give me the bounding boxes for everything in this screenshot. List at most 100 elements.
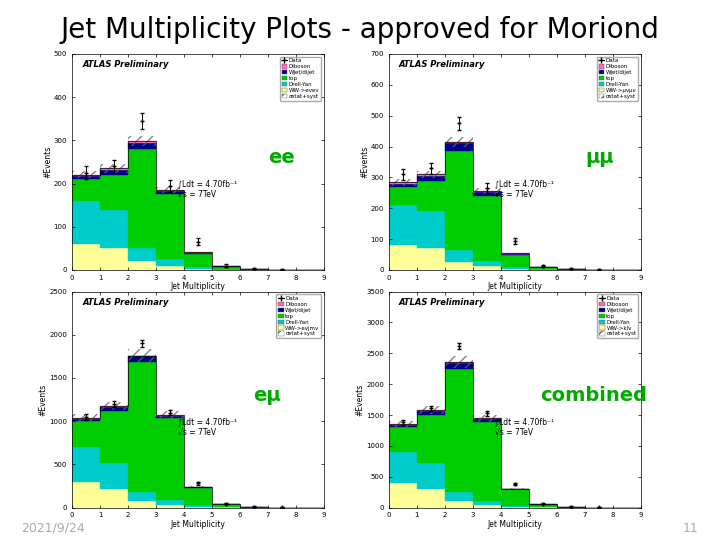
Bar <box>156 411 184 419</box>
Bar <box>128 501 156 508</box>
Bar <box>389 425 417 427</box>
Bar <box>417 248 445 270</box>
Bar <box>100 168 128 170</box>
Bar <box>417 406 445 414</box>
Bar <box>389 452 417 483</box>
Bar <box>72 179 100 201</box>
Bar <box>100 406 128 407</box>
Bar <box>72 447 100 482</box>
Bar <box>445 142 473 144</box>
Bar <box>389 205 417 245</box>
Bar <box>184 267 212 269</box>
Text: 11: 11 <box>683 522 698 535</box>
Bar <box>128 261 156 270</box>
Bar <box>445 144 473 151</box>
Bar <box>156 416 184 418</box>
Bar <box>184 254 212 267</box>
Bar <box>417 410 445 411</box>
Bar <box>100 411 128 463</box>
Bar <box>389 483 417 508</box>
Bar <box>100 210 128 248</box>
X-axis label: Jet Multiplicity: Jet Multiplicity <box>171 520 225 529</box>
Text: μμ: μμ <box>585 148 614 167</box>
Bar <box>100 407 128 411</box>
Bar <box>445 356 473 368</box>
Bar <box>184 253 212 254</box>
Bar <box>557 507 585 508</box>
Text: ATLAS Preliminary: ATLAS Preliminary <box>82 60 168 70</box>
Text: 2021/9/24: 2021/9/24 <box>22 522 86 535</box>
Y-axis label: #Events: #Events <box>356 383 364 416</box>
Text: eμ: eμ <box>253 386 281 405</box>
Bar <box>473 188 501 194</box>
Bar <box>184 505 212 507</box>
Bar <box>212 504 240 507</box>
Bar <box>156 500 184 504</box>
Bar <box>128 349 156 362</box>
Bar <box>128 248 156 261</box>
Bar <box>128 362 156 492</box>
Bar <box>557 269 585 270</box>
Bar <box>72 482 100 508</box>
Bar <box>473 192 501 196</box>
Bar <box>100 463 128 489</box>
Bar <box>389 184 417 187</box>
Bar <box>72 414 100 421</box>
Bar <box>156 504 184 508</box>
Text: Jet Multiplicity Plots - approved for Moriond: Jet Multiplicity Plots - approved for Mo… <box>60 16 660 44</box>
Bar <box>389 187 417 205</box>
Bar <box>389 427 417 452</box>
Bar <box>389 245 417 270</box>
Bar <box>501 254 528 255</box>
Bar <box>473 501 501 504</box>
Bar <box>417 171 445 178</box>
Bar <box>128 143 156 149</box>
Bar <box>128 356 156 362</box>
Text: ATLAS Preliminary: ATLAS Preliminary <box>399 60 485 70</box>
Bar <box>72 421 100 447</box>
Bar <box>240 269 268 270</box>
Bar <box>156 194 184 259</box>
Bar <box>389 182 417 184</box>
Legend: Data, Diboson, Wjet/dijet, top, Drell-Yan, WW->evev, σstat+syst: Data, Diboson, Wjet/dijet, top, Drell-Ya… <box>280 57 321 100</box>
Bar <box>417 211 445 248</box>
Bar <box>212 267 240 269</box>
Bar <box>156 259 184 266</box>
Bar <box>473 422 501 501</box>
Legend: Data, Diboson, Wjet/dijet, top, Drell-Yan, WW->μνμν, σstat+syst: Data, Diboson, Wjet/dijet, top, Drell-Ya… <box>597 57 638 100</box>
Bar <box>501 269 528 270</box>
Bar <box>100 175 128 210</box>
Bar <box>72 174 100 176</box>
Legend: Data, Diboson, Wjet/dijet, top, Drell-Yan, WW->klv, σstat+syst: Data, Diboson, Wjet/dijet, top, Drell-Ya… <box>598 294 638 338</box>
Bar <box>184 269 212 270</box>
Bar <box>389 424 417 425</box>
Text: combined: combined <box>540 386 647 405</box>
Bar <box>100 248 128 270</box>
Bar <box>184 487 212 488</box>
Bar <box>72 176 100 179</box>
Bar <box>184 252 212 253</box>
Bar <box>473 196 501 261</box>
Bar <box>501 267 528 269</box>
Bar <box>445 369 473 492</box>
Bar <box>156 191 184 194</box>
Bar <box>156 187 184 193</box>
Bar <box>445 151 473 250</box>
Bar <box>100 170 128 175</box>
Bar <box>156 418 184 500</box>
Bar <box>528 267 557 269</box>
Y-axis label: #Events: #Events <box>43 146 53 178</box>
Bar <box>184 488 212 505</box>
Bar <box>156 190 184 191</box>
Y-axis label: #Events: #Events <box>360 146 369 178</box>
Bar <box>501 507 528 508</box>
Bar <box>501 488 528 489</box>
Bar <box>389 421 417 427</box>
Bar <box>417 489 445 508</box>
Bar <box>501 255 528 267</box>
Bar <box>445 363 473 369</box>
Bar <box>417 411 445 415</box>
Text: ee: ee <box>269 148 295 167</box>
Bar <box>389 179 417 186</box>
Bar <box>445 362 473 363</box>
